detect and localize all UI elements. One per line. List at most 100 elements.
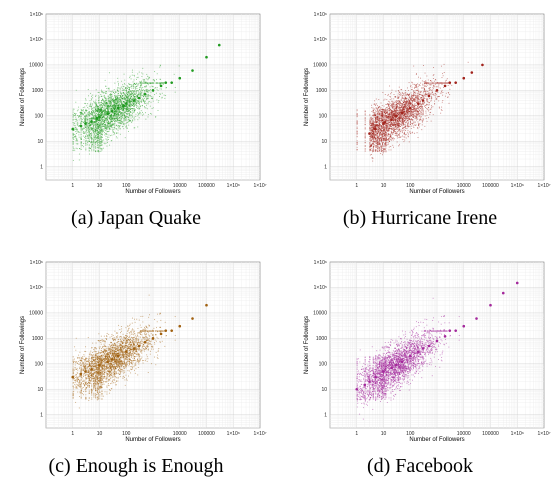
data-point [164,329,168,332]
y-axis-label: Number of Followings [304,316,310,374]
y-axis-label: Number of Followings [304,68,310,126]
x-tick-label: 100000 [482,431,499,437]
data-point [417,350,420,353]
data-point [178,324,182,328]
data-point [394,363,398,367]
x-tick-label: 10000 [457,431,471,437]
data-point [159,332,163,336]
data-point [421,347,425,350]
x-tick-label: 10 [381,183,387,189]
data-point [443,84,447,88]
x-tick-label: 1×10⁷ [253,183,266,189]
data-point [159,84,163,88]
y-tick-label: 100 [319,114,328,120]
data-point [143,340,147,344]
x-tick-label: 100000 [482,183,499,189]
scatter-chart-hurricane-irene: 1 10 100 1000 10000 1×10⁵ 1×10⁶ 1 10 100 10000 1000… [304,12,551,195]
data-point [191,317,194,320]
data-point [116,354,120,358]
data-point [355,387,359,391]
x-tick-label: 10 [97,183,103,189]
x-tick-label: 100000 [198,431,215,437]
data-point [481,63,484,67]
data-point [110,358,114,361]
y-tick-label: 10000 [29,311,43,317]
x-tick-label: 1×10⁶ [511,183,524,189]
caption-facebook: (d) Facebook [366,455,474,477]
x-tick-label: 100 [406,183,415,189]
scatter-chart-japan-quake: 1 10 100 1000 10000 1×10⁵ 1×10⁶ 1 10 100 10000 1000… [20,12,267,195]
caption-enough-is-enough: (c) Enough is Enough [48,455,224,477]
x-axis-label: Number of Followers [125,437,180,443]
data-point [374,375,377,379]
data-point [95,116,99,120]
data-point [427,344,431,348]
data-point [143,92,147,96]
data-point [400,360,404,364]
y-tick-label: 1000 [32,88,43,94]
data-point [462,76,466,80]
data-point [98,115,101,119]
data-point [205,303,208,307]
y-tick-label: 1 [324,164,327,170]
y-tick-label: 10 [321,139,327,145]
data-point [489,303,492,307]
x-tick-label: 1 [71,431,74,437]
data-point [515,281,519,285]
y-tick-label: 1×10⁵ [30,285,43,291]
data-point [151,337,155,340]
data-point [79,124,83,128]
panel-facebook: 1 10 100 1000 10000 1×10⁵ 1×10⁶ 1 10 100 10000 1000… [284,248,556,448]
data-point [435,339,439,343]
data-point [368,380,371,383]
data-point [454,329,457,332]
y-tick-label: 1×10⁶ [30,12,43,18]
data-point [124,102,128,105]
data-point [448,329,452,332]
data-point [454,81,457,84]
data-point [133,99,136,102]
x-tick-label: 10000 [173,431,187,437]
data-point [79,372,83,376]
x-tick-label: 1 [355,431,358,437]
x-tick-label: 1×10⁷ [537,183,550,189]
data-point [110,110,114,113]
panel-japan-quake: 1 10 100 1000 10000 1×10⁵ 1×10⁶ 1 10 100 10000 1000… [0,0,272,200]
y-tick-label: 1000 [316,88,327,94]
data-point [427,94,431,98]
x-tick-label: 10000 [457,183,471,189]
data-point [106,112,109,116]
panel-hurricane-irene: 1 10 100 1000 10000 1×10⁵ 1×10⁶ 1 10 100 10000 1000… [284,0,556,200]
x-axis-label: Number of Followers [125,189,180,195]
data-point [84,122,87,125]
y-tick-label: 10000 [29,63,43,69]
data-point [448,81,452,84]
y-tick-label: 10000 [313,63,327,69]
y-tick-label: 10 [37,139,43,145]
x-tick-label: 1×10⁶ [227,431,240,437]
y-axis-label: Number of Followings [20,316,26,374]
caption-japan-quake: (a) Japan Quake [71,207,201,229]
y-tick-label: 10000 [313,311,327,317]
x-tick-label: 1×10⁶ [511,431,524,437]
data-point [417,102,420,105]
data-point [71,127,75,131]
y-tick-label: 100 [35,114,44,120]
y-tick-label: 1000 [32,336,43,342]
y-tick-label: 10 [37,387,43,393]
x-axis-label: Number of Followers [409,189,464,195]
point-cloud-a-japan-quake [72,64,181,161]
data-point [178,76,182,80]
data-point [462,324,466,328]
data-point [137,344,141,348]
data-point [164,81,168,84]
point-cloud-b-hurricane-irene [356,61,469,162]
data-point [382,122,385,125]
data-point [191,69,194,72]
x-tick-label: 100 [122,431,131,437]
data-point [390,118,393,122]
data-point [133,347,136,350]
data-point [124,350,128,353]
data-point [116,106,120,110]
data-point [475,317,478,320]
